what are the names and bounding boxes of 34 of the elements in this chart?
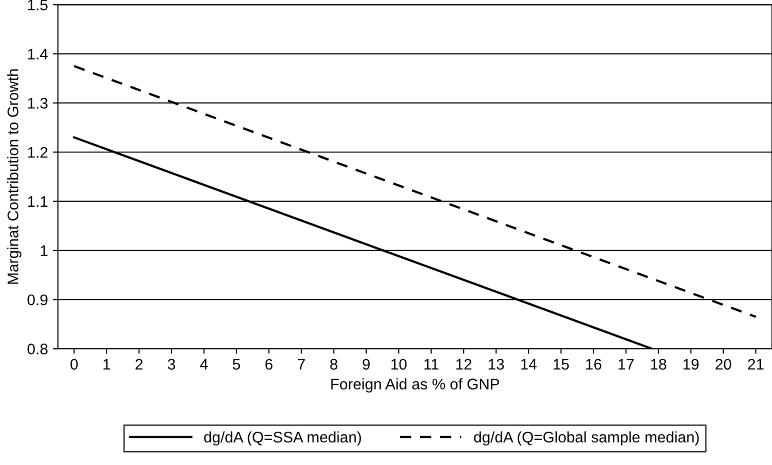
x-tick-label: 1 xyxy=(104,359,110,370)
x-tick-label: 13 xyxy=(488,358,504,370)
y-tick-label: 1.5 xyxy=(28,0,48,10)
x-tick-label: 3 xyxy=(168,358,176,370)
x-tick-label: 2 xyxy=(136,358,143,370)
x-tick-label: 10 xyxy=(391,358,407,370)
x-tick-label: 6 xyxy=(265,358,272,370)
x-tick-label: 18 xyxy=(651,358,666,370)
x-tick-label: 7 xyxy=(298,359,305,370)
y-tick-label: 1 xyxy=(40,245,48,256)
y-tick-label: 0.9 xyxy=(28,294,48,306)
x-tick-label: 12 xyxy=(456,358,472,370)
x-tick-label: 4 xyxy=(200,359,208,370)
x-tick-label: 20 xyxy=(716,358,732,370)
x-tick-label: 16 xyxy=(586,358,602,370)
x-tick-label: 0 xyxy=(70,358,78,370)
x-tick-label: 5 xyxy=(232,359,240,370)
x-tick-label: 14 xyxy=(521,359,537,370)
x-tick-label: 19 xyxy=(684,358,699,370)
y-tick-label: 1.4 xyxy=(28,48,48,60)
x-tick-label: 11 xyxy=(424,359,438,370)
y-tick-label: 1.1 xyxy=(28,196,48,207)
legend-label: dg/dA (Q=SSA median) xyxy=(204,431,361,446)
x-tick-label: 8 xyxy=(330,358,338,370)
y-axis-title: Marginat Contribution to Growth xyxy=(7,69,22,284)
legend-label: dg/dA (Q=Global sample median) xyxy=(474,431,699,446)
x-tick-label: 9 xyxy=(362,358,370,370)
y-tick-label: 1.3 xyxy=(28,98,48,109)
x-tick-label: 17 xyxy=(618,359,634,370)
x-axis-title: Foreign Aid as % of GNP xyxy=(331,378,500,393)
x-tick-label: 21 xyxy=(748,358,764,370)
x-tick-label: 15 xyxy=(554,359,569,370)
y-tick-label: 1.2 xyxy=(28,146,48,158)
y-tick-label: 0.8 xyxy=(28,344,48,354)
